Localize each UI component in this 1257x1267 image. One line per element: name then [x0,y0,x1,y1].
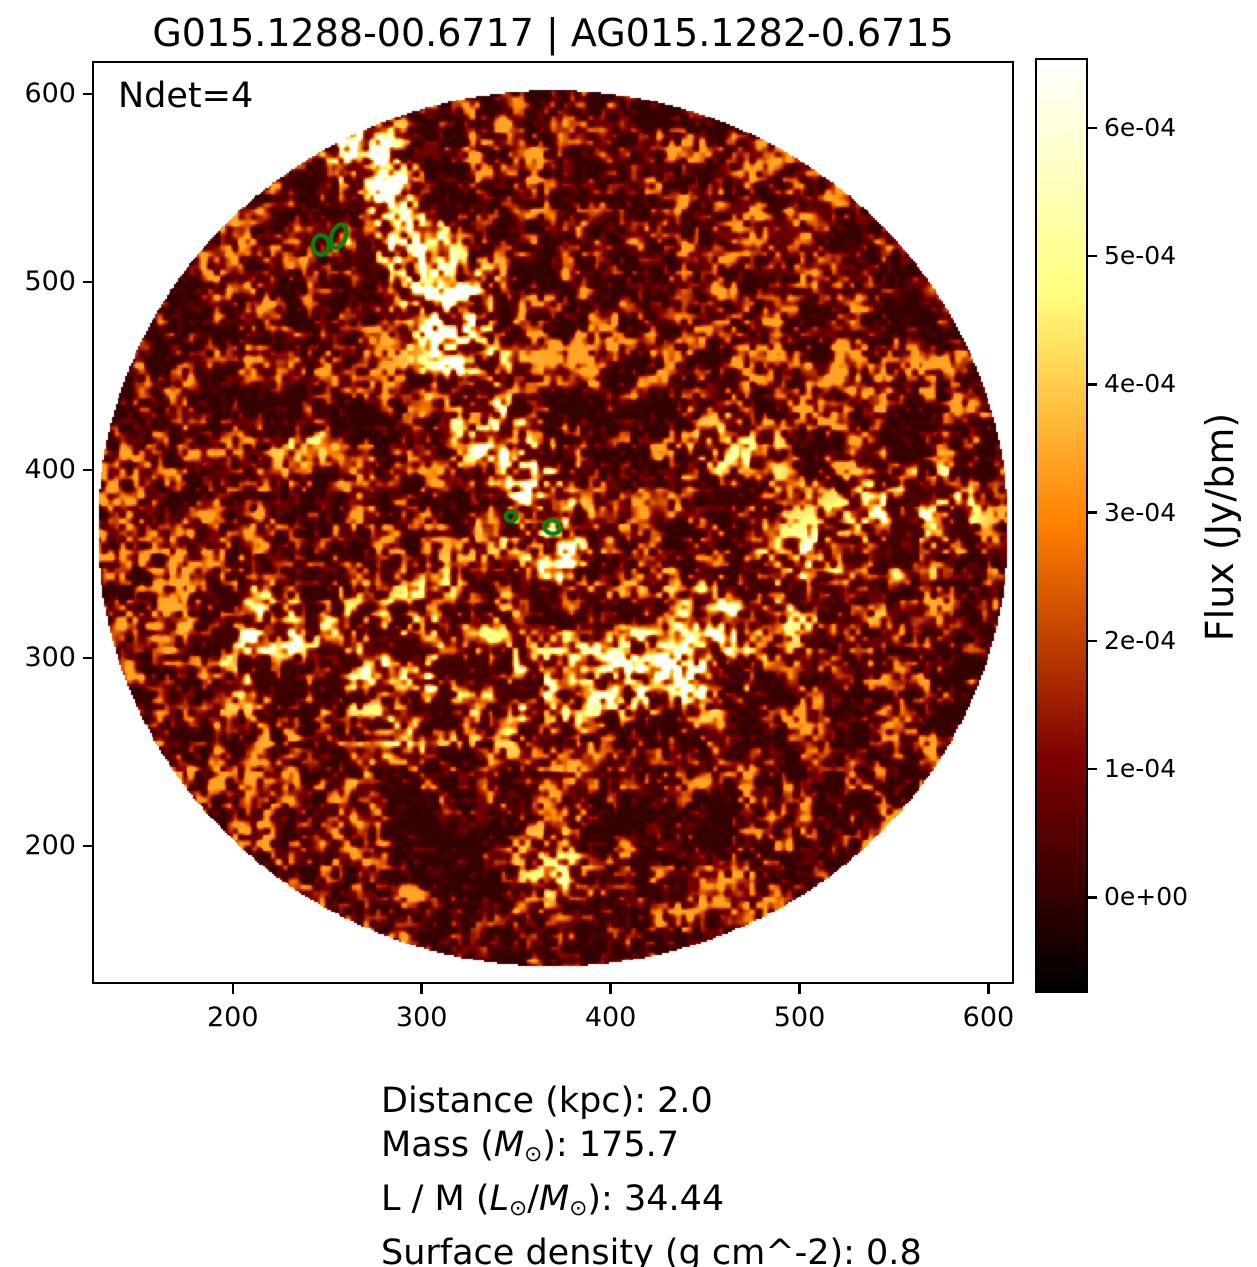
sun-symbol: ⊙ [569,1195,588,1221]
colorbar-tick-label: 2e-04 [1104,625,1177,655]
y-tick-label: 300 [24,641,76,673]
colorbar-tick-label: 4e-04 [1104,369,1177,399]
x-tick-label: 600 [962,1002,1015,1033]
stats-footer-line: Surface density (g cm^-2): 0.8 [381,1231,922,1267]
y-tick-label: 400 [24,453,76,485]
x-tick-mark [609,984,612,994]
sun-symbol: ⊙ [524,1141,543,1167]
colorbar-tick-label: 3e-04 [1104,497,1177,527]
flux-map-canvas [93,62,1013,983]
y-tick-label: 500 [24,265,76,297]
colorbar-tick-label: 1e-04 [1104,754,1177,784]
y-tick-label: 200 [24,829,76,861]
sun-symbol: ⊙ [509,1195,528,1221]
footer-text-segment: M [493,1125,525,1165]
y-tick-mark [83,92,92,96]
y-tick-mark [83,844,92,848]
footer-text-segment: Surface density (g cm^-2): 0.8 [381,1232,922,1267]
footer-text-segment: M [539,1178,570,1219]
colorbar-gradient [1037,60,1086,991]
footer-text-segment: L [489,1178,510,1219]
x-tick-mark [798,984,801,994]
colorbar-tick-mark [1088,896,1097,899]
plot-title: G015.1288-00.6717 | AG015.1282-0.6715 [152,11,954,55]
x-tick-mark [420,984,423,994]
y-tick-mark [83,280,92,284]
footer-text-segment: ): 34.44 [587,1178,725,1219]
stats-footer-line: Mass (M⊙): 175.7 [381,1123,922,1177]
stats-footer: Distance (kpc): 2.0 Mass (M⊙): 175.7 L / M… [381,1079,922,1267]
x-tick-label: 200 [207,1002,259,1033]
footer-text-segment: Distance (kpc): 2.0 [381,1081,713,1121]
colorbar-tick-label: 6e-04 [1104,112,1177,142]
x-tick-label: 400 [584,1002,637,1033]
footer-text-segment: L / M ( [381,1178,490,1219]
colorbar-tick-label: 5e-04 [1104,241,1177,271]
x-tick-mark [231,984,235,994]
colorbar-tick-mark [1088,383,1097,386]
x-tick-label: 300 [395,1002,448,1033]
y-tick-mark [83,468,92,472]
footer-text-segment: / [527,1178,539,1219]
colorbar-tick-mark [1088,126,1097,130]
colorbar-tick-mark [1088,767,1097,771]
y-tick-mark [83,656,92,660]
colorbar-tick-mark [1088,254,1097,258]
x-tick-label: 500 [773,1002,826,1033]
x-tick-mark [987,984,990,994]
colorbar-label: Flux (Jy/bm) [1198,412,1242,642]
stats-footer-line: L / M (L⊙/M⊙): 34.44 [381,1177,922,1231]
footer-text-segment: ): 175.7 [542,1125,680,1165]
footer-text-segment: Mass ( [381,1125,494,1165]
y-tick-label: 600 [24,77,76,109]
colorbar-tick-mark [1088,639,1097,643]
ndet-annotation: Ndet=4 [118,76,254,116]
colorbar-tick-label: 0e+00 [1104,882,1189,912]
stats-footer-line: Distance (kpc): 2.0 [381,1079,922,1123]
colorbar-tick-mark [1088,511,1097,514]
